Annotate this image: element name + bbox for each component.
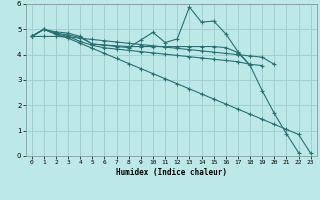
X-axis label: Humidex (Indice chaleur): Humidex (Indice chaleur) xyxy=(116,168,227,177)
